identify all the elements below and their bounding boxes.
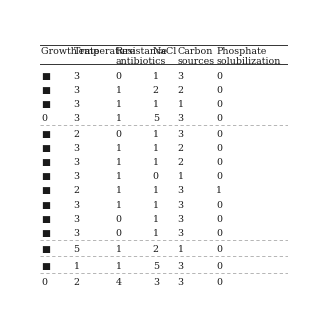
Text: 2: 2	[74, 187, 79, 196]
Text: 0: 0	[216, 262, 222, 271]
Text: 2: 2	[74, 130, 79, 139]
Text: 1: 1	[153, 187, 159, 196]
Text: 0: 0	[41, 278, 47, 287]
Text: 3: 3	[178, 262, 184, 271]
Text: 3: 3	[74, 228, 80, 238]
Text: Phosphate
solubilization: Phosphate solubilization	[216, 47, 280, 67]
Text: 3: 3	[74, 86, 80, 95]
Text: ■: ■	[41, 86, 50, 95]
Text: 3: 3	[74, 215, 80, 224]
Text: Resistance
antibiotics: Resistance antibiotics	[116, 47, 168, 67]
Text: 0: 0	[216, 172, 222, 181]
Text: Temperature: Temperature	[74, 47, 136, 56]
Text: 0: 0	[216, 278, 222, 287]
Text: 1: 1	[74, 262, 79, 271]
Text: 4: 4	[116, 278, 122, 287]
Text: 2: 2	[178, 144, 184, 153]
Text: ■: ■	[41, 187, 50, 196]
Text: 1: 1	[116, 100, 122, 109]
Text: 1: 1	[153, 158, 159, 167]
Text: 3: 3	[178, 278, 184, 287]
Text: 3: 3	[74, 201, 80, 210]
Text: ■: ■	[41, 130, 50, 139]
Text: 1: 1	[116, 114, 122, 123]
Text: 3: 3	[74, 172, 80, 181]
Text: NaCl: NaCl	[153, 47, 177, 56]
Text: 2: 2	[178, 86, 184, 95]
Text: 1: 1	[153, 100, 159, 109]
Text: 0: 0	[116, 228, 122, 238]
Text: 3: 3	[74, 158, 80, 167]
Text: 1: 1	[116, 86, 122, 95]
Text: 1: 1	[153, 228, 159, 238]
Text: 2: 2	[153, 86, 159, 95]
Text: 1: 1	[153, 130, 159, 139]
Text: 0: 0	[116, 130, 122, 139]
Text: 0: 0	[116, 215, 122, 224]
Text: 1: 1	[116, 172, 122, 181]
Text: ■: ■	[41, 201, 50, 210]
Text: 2: 2	[153, 245, 159, 254]
Text: 1: 1	[178, 172, 184, 181]
Text: 1: 1	[178, 100, 184, 109]
Text: 3: 3	[178, 201, 184, 210]
Text: 5: 5	[153, 262, 159, 271]
Text: 3: 3	[74, 144, 80, 153]
Text: 2: 2	[74, 278, 79, 287]
Text: 1: 1	[116, 187, 122, 196]
Text: 3: 3	[74, 114, 80, 123]
Text: 3: 3	[178, 187, 184, 196]
Text: 1: 1	[116, 144, 122, 153]
Text: ■: ■	[41, 158, 50, 167]
Text: 0: 0	[216, 72, 222, 81]
Text: 0: 0	[116, 72, 122, 81]
Text: 3: 3	[178, 72, 184, 81]
Text: 1: 1	[116, 201, 122, 210]
Text: 1: 1	[116, 262, 122, 271]
Text: 3: 3	[74, 100, 80, 109]
Text: 1: 1	[116, 245, 122, 254]
Text: 0: 0	[216, 144, 222, 153]
Text: 3: 3	[74, 72, 80, 81]
Text: 0: 0	[216, 158, 222, 167]
Text: ■: ■	[41, 228, 50, 238]
Text: 1: 1	[216, 187, 222, 196]
Text: 0: 0	[216, 228, 222, 238]
Text: 3: 3	[153, 278, 159, 287]
Text: 1: 1	[178, 245, 184, 254]
Text: 5: 5	[74, 245, 80, 254]
Text: Growth rate: Growth rate	[41, 47, 100, 56]
Text: Carbon
sources: Carbon sources	[178, 47, 215, 67]
Text: 0: 0	[216, 215, 222, 224]
Text: 0: 0	[216, 100, 222, 109]
Text: 1: 1	[153, 215, 159, 224]
Text: 3: 3	[178, 228, 184, 238]
Text: ■: ■	[41, 215, 50, 224]
Text: 0: 0	[216, 201, 222, 210]
Text: 5: 5	[153, 114, 159, 123]
Text: 1: 1	[153, 144, 159, 153]
Text: 3: 3	[178, 130, 184, 139]
Text: 1: 1	[116, 158, 122, 167]
Text: ■: ■	[41, 245, 50, 254]
Text: 0: 0	[216, 245, 222, 254]
Text: ■: ■	[41, 262, 50, 271]
Text: 0: 0	[216, 130, 222, 139]
Text: 0: 0	[216, 114, 222, 123]
Text: ■: ■	[41, 72, 50, 81]
Text: 3: 3	[178, 215, 184, 224]
Text: ■: ■	[41, 144, 50, 153]
Text: 1: 1	[153, 72, 159, 81]
Text: ■: ■	[41, 100, 50, 109]
Text: 1: 1	[153, 201, 159, 210]
Text: 2: 2	[178, 158, 184, 167]
Text: ■: ■	[41, 172, 50, 181]
Text: 3: 3	[178, 114, 184, 123]
Text: 0: 0	[216, 86, 222, 95]
Text: 0: 0	[41, 114, 47, 123]
Text: 0: 0	[153, 172, 159, 181]
